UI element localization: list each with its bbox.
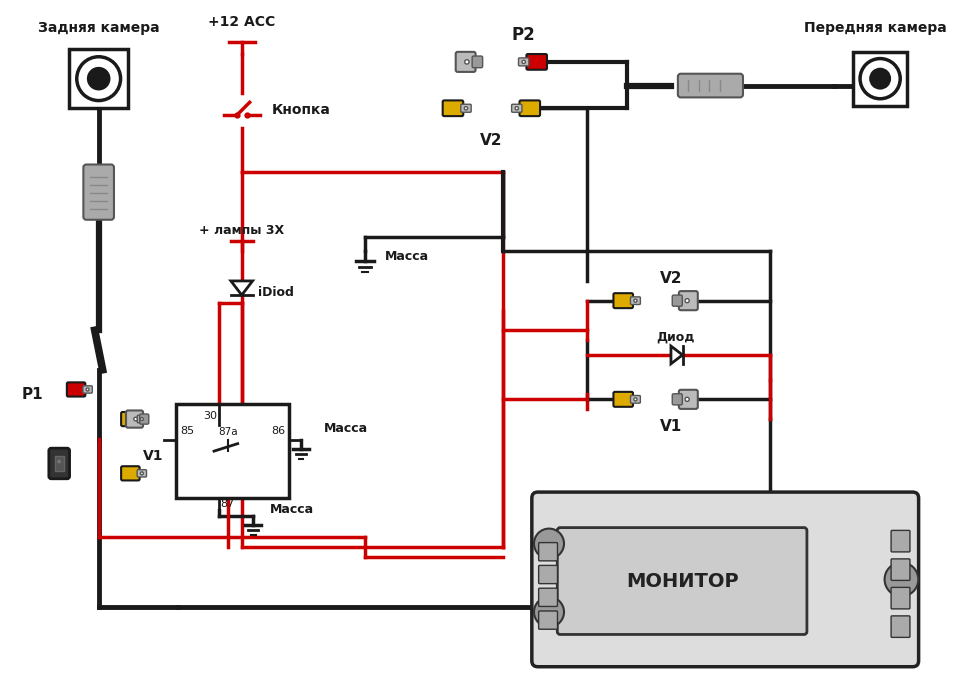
Text: МОНИТОР: МОНИТОР — [626, 571, 738, 591]
FancyBboxPatch shape — [532, 492, 919, 666]
Circle shape — [465, 60, 469, 64]
Text: 85: 85 — [180, 426, 195, 436]
FancyBboxPatch shape — [49, 448, 69, 479]
Circle shape — [884, 563, 919, 596]
Text: +12 ACC: +12 ACC — [208, 15, 276, 29]
Circle shape — [86, 388, 89, 391]
FancyBboxPatch shape — [518, 58, 529, 66]
FancyBboxPatch shape — [679, 291, 698, 310]
FancyBboxPatch shape — [472, 56, 483, 68]
Polygon shape — [671, 346, 683, 364]
Text: V1: V1 — [660, 419, 683, 434]
FancyBboxPatch shape — [613, 293, 633, 308]
FancyBboxPatch shape — [631, 395, 640, 403]
Polygon shape — [231, 281, 252, 295]
FancyBboxPatch shape — [891, 531, 910, 552]
Text: Задняя камера: Задняя камера — [37, 22, 159, 36]
Text: Диод: Диод — [657, 330, 695, 343]
Text: Масса: Масса — [270, 503, 314, 517]
FancyBboxPatch shape — [672, 295, 683, 306]
Text: Масса: Масса — [324, 422, 368, 435]
FancyBboxPatch shape — [891, 616, 910, 638]
FancyBboxPatch shape — [443, 100, 464, 116]
Circle shape — [522, 60, 525, 64]
Circle shape — [685, 398, 689, 401]
Circle shape — [860, 59, 900, 99]
Circle shape — [140, 472, 143, 475]
Circle shape — [465, 106, 468, 110]
FancyBboxPatch shape — [461, 104, 471, 112]
Circle shape — [88, 69, 108, 89]
Circle shape — [140, 418, 143, 421]
Bar — [69, 49, 129, 108]
FancyBboxPatch shape — [631, 297, 640, 304]
Circle shape — [634, 398, 637, 401]
Circle shape — [534, 597, 564, 627]
FancyBboxPatch shape — [539, 542, 558, 561]
Text: 30: 30 — [203, 410, 217, 421]
FancyBboxPatch shape — [891, 559, 910, 580]
FancyBboxPatch shape — [539, 566, 558, 584]
FancyBboxPatch shape — [558, 528, 807, 634]
FancyBboxPatch shape — [67, 382, 85, 397]
FancyBboxPatch shape — [613, 392, 633, 407]
FancyBboxPatch shape — [83, 386, 92, 393]
FancyBboxPatch shape — [121, 466, 139, 480]
FancyBboxPatch shape — [679, 390, 698, 409]
Text: 86: 86 — [271, 426, 285, 436]
FancyBboxPatch shape — [519, 100, 540, 116]
FancyBboxPatch shape — [121, 412, 139, 426]
FancyBboxPatch shape — [891, 587, 910, 609]
FancyBboxPatch shape — [539, 588, 558, 606]
FancyBboxPatch shape — [678, 74, 743, 97]
FancyBboxPatch shape — [139, 414, 149, 424]
FancyBboxPatch shape — [137, 415, 147, 423]
FancyBboxPatch shape — [137, 470, 147, 477]
Circle shape — [685, 299, 689, 302]
Text: V2: V2 — [480, 133, 503, 148]
FancyBboxPatch shape — [84, 164, 114, 220]
FancyBboxPatch shape — [126, 410, 143, 428]
Circle shape — [871, 69, 889, 88]
FancyBboxPatch shape — [672, 394, 683, 405]
Text: V2: V2 — [660, 271, 683, 286]
Text: Масса: Масса — [385, 250, 429, 262]
Text: 87a: 87a — [218, 427, 238, 437]
Circle shape — [534, 528, 564, 559]
Text: Передняя камера: Передняя камера — [804, 22, 947, 36]
Text: 87: 87 — [221, 499, 235, 509]
Circle shape — [58, 460, 60, 463]
Circle shape — [516, 106, 518, 110]
FancyBboxPatch shape — [539, 611, 558, 629]
Circle shape — [77, 57, 121, 101]
Text: + лампы 3Х: + лампы 3Х — [199, 224, 284, 237]
Bar — [55, 456, 63, 471]
FancyBboxPatch shape — [512, 104, 522, 112]
Circle shape — [133, 417, 137, 421]
Text: P2: P2 — [511, 27, 535, 44]
Bar — [176, 405, 289, 498]
Text: V1: V1 — [143, 449, 163, 463]
FancyBboxPatch shape — [456, 52, 475, 72]
Bar — [853, 52, 907, 106]
Text: iDiod: iDiod — [257, 286, 294, 300]
Text: P1: P1 — [22, 387, 43, 402]
Circle shape — [634, 299, 637, 302]
FancyBboxPatch shape — [526, 54, 547, 70]
Text: Кнопка: Кнопка — [272, 103, 330, 117]
